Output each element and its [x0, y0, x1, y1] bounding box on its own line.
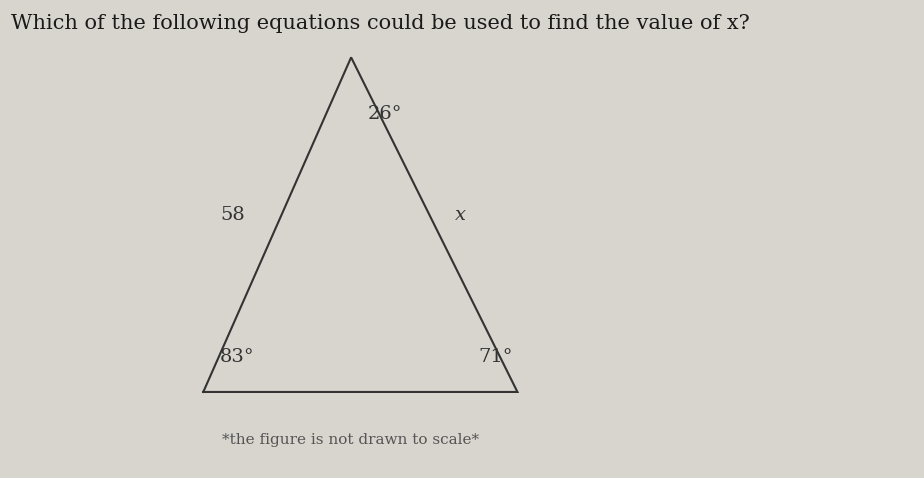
Text: 71°: 71° — [479, 348, 513, 366]
Text: *the figure is not drawn to scale*: *the figure is not drawn to scale* — [222, 433, 479, 447]
Text: 83°: 83° — [220, 348, 254, 366]
Text: Which of the following equations could be used to find the value of x?: Which of the following equations could b… — [11, 14, 750, 33]
Text: 26°: 26° — [368, 105, 402, 123]
Text: 58: 58 — [220, 206, 245, 224]
Text: x: x — [455, 206, 466, 224]
